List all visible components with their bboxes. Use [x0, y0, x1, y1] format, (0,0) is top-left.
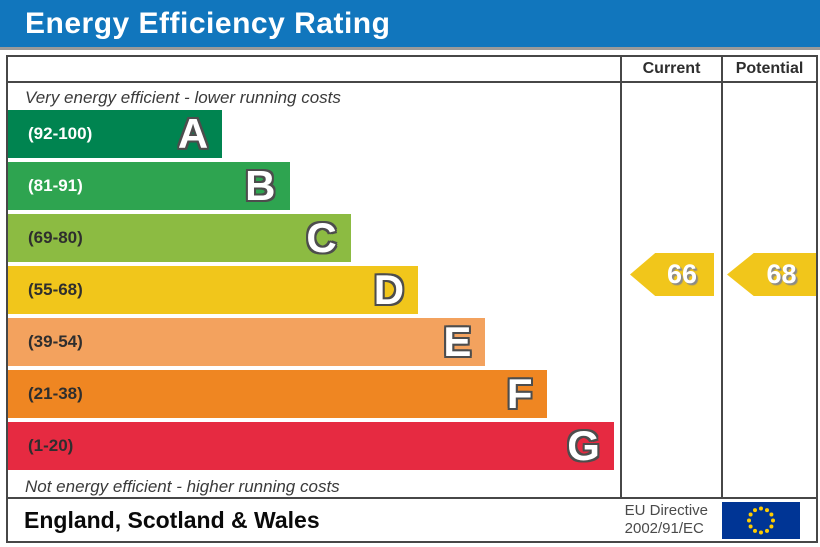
current-value: 66 — [666, 259, 698, 289]
column-header-current: Current — [620, 57, 721, 83]
band-bar: (21-38) F — [8, 370, 547, 418]
band-letter: E — [443, 318, 472, 365]
band-bar: (55-68) D — [8, 266, 419, 314]
band-bar: (81-91) B — [8, 162, 290, 210]
eu-directive-line1: EU Directive — [624, 502, 708, 519]
band-row-g: (1-20) G — [8, 422, 620, 474]
energy-efficiency-rating-table: Current Potential Very energy efficient … — [6, 55, 818, 543]
band-letter: G — [567, 422, 600, 469]
band-letter: C — [306, 214, 337, 261]
band-bar: (39-54) E — [8, 318, 486, 366]
band-letter: A — [177, 110, 209, 157]
current-column: 66 — [620, 83, 721, 497]
title-bar: Energy Efficiency Rating — [0, 0, 820, 50]
band-range-label: (55-68) — [28, 280, 83, 299]
band-range-label: (69-80) — [28, 228, 83, 247]
band-bar: (1-20) G — [8, 422, 614, 470]
band-row-d: (55-68) D — [8, 266, 620, 318]
header-spacer — [8, 57, 620, 83]
band-row-a: (92-100) A — [8, 110, 620, 162]
band-row-b: (81-91) B — [8, 162, 620, 214]
band-range-label: (1-20) — [28, 436, 74, 455]
band-range-label: (39-54) — [28, 332, 83, 351]
band-chart: Very energy efficient - lower running co… — [8, 83, 620, 497]
eu-directive-label: EU Directive 2002/91/EC — [625, 502, 708, 538]
region-label: England, Scotland & Wales — [24, 506, 320, 533]
page-title: Energy Efficiency Rating — [25, 6, 391, 40]
band-letter: B — [245, 162, 276, 209]
footer: England, Scotland & Wales EU Directive 2… — [8, 497, 816, 541]
band-letter: D — [373, 266, 405, 313]
band-range-label: (92-100) — [28, 124, 93, 143]
potential-column: 68 — [721, 83, 816, 497]
potential-value: 68 — [766, 259, 797, 289]
top-caption: Very energy efficient - lower running co… — [25, 88, 341, 107]
band-bar: (69-80) C — [8, 214, 351, 262]
eu-flag-icon — [722, 501, 800, 539]
band-row-f: (21-38) F — [8, 370, 620, 422]
current-arrow: 66 — [630, 253, 714, 296]
band-row-e: (39-54) E — [8, 318, 620, 370]
band-letter: F — [506, 370, 533, 417]
band-range-label: (81-91) — [28, 176, 83, 195]
bottom-caption: Not energy efficient - higher running co… — [25, 477, 340, 496]
band-range-label: (21-38) — [28, 384, 83, 403]
column-header-potential: Potential — [721, 57, 816, 83]
band-row-c: (69-80) C — [8, 214, 620, 266]
eu-directive-line2: 2002/91/EC — [624, 520, 704, 537]
band-bar: (92-100) A — [8, 110, 223, 158]
potential-arrow: 68 — [727, 253, 816, 296]
